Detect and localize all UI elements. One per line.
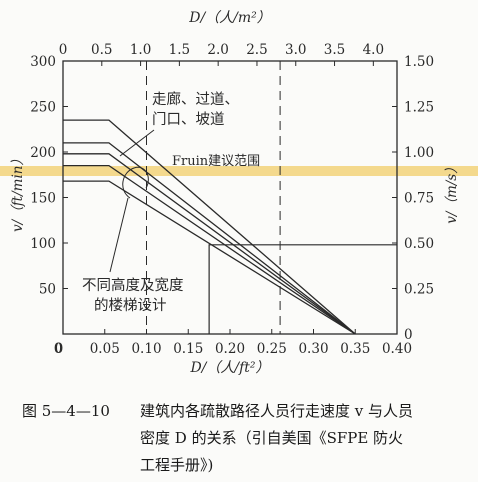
- annotation-fruin: Fruin建议范围: [172, 154, 260, 169]
- origin-label: 0: [55, 341, 64, 357]
- series-line-2: [63, 153, 356, 335]
- x-bottom-tick-label: 0.05: [90, 341, 120, 357]
- x-bottom-tick-label: 0: [54, 341, 63, 357]
- annotation-stairs-brace: [122, 166, 149, 199]
- y-left-tick-label: 100: [30, 236, 56, 252]
- annotation-stairs-leader: [109, 197, 129, 273]
- series-line-3: [63, 164, 356, 335]
- figure-caption: 图 5—4—10 建筑内各疏散路径人员行走速度 v 与人员 密度 D 的关系（引自…: [22, 398, 462, 479]
- annotation-corridor-line-1: 走廊、过道、: [152, 91, 239, 108]
- x-bottom-tick-label: 0.35: [340, 341, 370, 357]
- x-top-tick-label: 3.5: [324, 42, 345, 58]
- y-right-tick-label: 0.50: [404, 236, 434, 252]
- x-bottom-tick-label: 0.40: [382, 341, 412, 357]
- caption-number: 图 5—4—10: [22, 402, 110, 420]
- y-right-axis-title: v/（m/s）: [444, 160, 460, 223]
- caption-line-2: 密度 D 的关系（引自美国《SFPE 防火: [140, 429, 404, 447]
- y-right-tick-label: 0: [404, 327, 413, 343]
- annotation-corridor-leader: [119, 129, 155, 157]
- annotation-corridor-line-2: 门口、坡道: [152, 111, 225, 128]
- y-left-tick-label: 300: [30, 54, 56, 70]
- annotation-stairs-line-1: 不同高度及宽度: [82, 277, 184, 294]
- x-bottom-axis-title: D/（人/ft²）: [189, 360, 269, 376]
- x-bottom-tick-label: 0.15: [173, 341, 203, 357]
- caption-line-3: 工程手册》): [140, 456, 214, 474]
- annotation-stairs-line-2: 的楼梯设计: [94, 297, 167, 314]
- y-left-axis-title: v/（ft/min）: [10, 152, 26, 232]
- y-left-tick-label: 250: [30, 100, 56, 116]
- y-right-tick-label: 1.25: [404, 100, 434, 116]
- x-top-tick-label: 1.5: [169, 42, 190, 58]
- y-right-tick-label: 1.00: [404, 145, 434, 161]
- x-top-axis-title: D/（人/m²）: [188, 10, 271, 26]
- y-right-tick-label: 0.25: [404, 282, 434, 298]
- x-top-tick-label: 3.0: [285, 42, 306, 58]
- x-top-tick-label: 2.0: [207, 42, 228, 58]
- y-left-tick-label: 200: [30, 145, 56, 161]
- highlight-band: [0, 166, 478, 176]
- series-line-1: [63, 142, 356, 335]
- speed-density-chart: 0 0.05 0.10 0.15 0.20 0.25 0.30 0.35 0.400 0.5 1.0…: [0, 10, 478, 376]
- series-line-0: [63, 119, 356, 335]
- x-top-tick-label: 0: [59, 42, 68, 58]
- y-right-tick-label: 1.50: [404, 54, 434, 70]
- y-left-tick-label: 150: [30, 191, 56, 207]
- x-top-tick-label: 1.0: [130, 42, 151, 58]
- y-left-tick-label: 50: [39, 282, 56, 298]
- x-bottom-tick-label: 0.30: [298, 341, 328, 357]
- caption-line-1: 建筑内各疏散路径人员行走速度 v 与人员: [140, 402, 414, 420]
- highlight-stroke: [0, 166, 478, 176]
- reference-line-0: [208, 244, 397, 334]
- series-line-4: [63, 180, 356, 335]
- x-top-tick-label: 2.5: [246, 42, 267, 58]
- x-bottom-tick-label: 0.25: [257, 341, 287, 357]
- x-bottom-tick-label: 0.20: [215, 341, 245, 357]
- x-bottom-tick-label: 0.10: [131, 341, 161, 357]
- y-right-tick-label: 0.75: [404, 191, 434, 207]
- x-top-tick-label: 4.0: [363, 42, 384, 58]
- x-top-tick-label: 0.5: [91, 42, 112, 58]
